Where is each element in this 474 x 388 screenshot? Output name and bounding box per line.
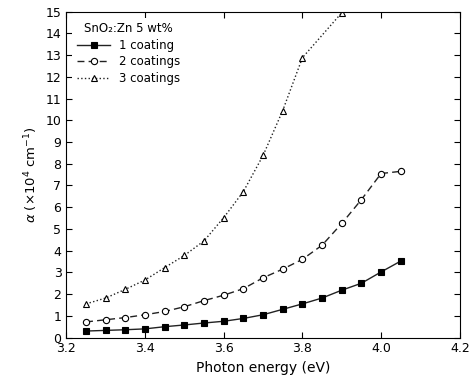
3 coatings [201, 239, 207, 243]
1 coating [83, 329, 89, 333]
1 coating [201, 320, 207, 325]
2 coatings [83, 320, 89, 324]
2 coatings [300, 257, 305, 262]
1 coating [398, 259, 403, 263]
2 coatings [358, 197, 364, 202]
2 coatings [319, 243, 325, 248]
2 coatings [162, 309, 167, 314]
3 coatings [162, 265, 167, 270]
3 coatings [83, 301, 89, 306]
2 coatings [378, 171, 384, 176]
2 coatings [122, 315, 128, 320]
1 coating [162, 324, 167, 329]
2 coatings [221, 293, 227, 298]
Line: 3 coatings: 3 coatings [83, 10, 345, 307]
3 coatings [103, 296, 109, 300]
3 coatings [142, 278, 148, 282]
2 coatings [142, 312, 148, 317]
3 coatings [221, 215, 227, 220]
3 coatings [300, 55, 305, 60]
Y-axis label: $\alpha$ ($\times$10$^4$ cm$^{-1}$): $\alpha$ ($\times$10$^4$ cm$^{-1}$) [22, 126, 40, 223]
2 coatings [260, 275, 266, 280]
2 coatings [103, 317, 109, 322]
3 coatings [280, 108, 285, 113]
1 coating [240, 316, 246, 321]
1 coating [122, 327, 128, 332]
2 coatings [398, 169, 403, 174]
1 coating [280, 307, 285, 312]
2 coatings [182, 304, 187, 309]
1 coating [182, 323, 187, 327]
2 coatings [280, 267, 285, 272]
Line: 1 coating: 1 coating [83, 258, 404, 334]
2 coatings [339, 221, 345, 226]
2 coatings [240, 286, 246, 291]
X-axis label: Photon energy (eV): Photon energy (eV) [196, 361, 330, 375]
1 coating [142, 327, 148, 331]
1 coating [103, 328, 109, 333]
2 coatings [201, 298, 207, 303]
1 coating [378, 270, 384, 274]
3 coatings [240, 189, 246, 194]
Line: 2 coatings: 2 coatings [83, 168, 404, 325]
3 coatings [339, 10, 345, 15]
1 coating [339, 288, 345, 293]
1 coating [260, 312, 266, 317]
3 coatings [260, 153, 266, 158]
1 coating [221, 319, 227, 324]
1 coating [300, 301, 305, 306]
Legend: 1 coating, 2 coatings, 3 coatings: 1 coating, 2 coatings, 3 coatings [72, 17, 185, 90]
3 coatings [122, 287, 128, 292]
1 coating [319, 296, 325, 300]
3 coatings [182, 253, 187, 258]
1 coating [358, 281, 364, 286]
